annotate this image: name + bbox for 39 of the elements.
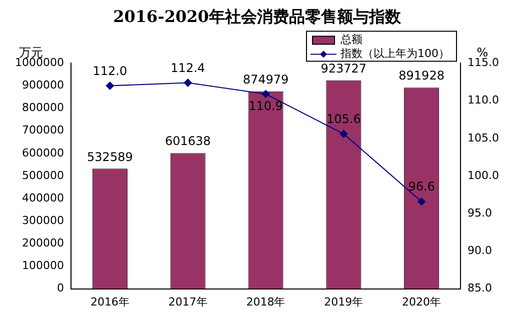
x-tick-label: 2020年: [402, 295, 442, 308]
y2-tick-label: 85.0: [468, 282, 492, 295]
point: [184, 78, 192, 87]
y-tick-label: 0: [56, 282, 64, 295]
y-tick-label: 200000: [22, 236, 64, 250]
x-tick-label: 2017年: [168, 295, 208, 308]
x-tick-label: 2018年: [246, 295, 286, 308]
data-label: 923727: [320, 62, 367, 76]
x-tick-label: 2019年: [324, 295, 364, 308]
y2-tick-label: 95.0: [468, 206, 492, 220]
data-label: 110.9: [248, 99, 283, 114]
legend-label: 总额: [340, 33, 363, 46]
data-label: 601638: [164, 134, 211, 148]
point: [106, 82, 114, 90]
y2-tick-label: 100.0: [468, 168, 500, 182]
y-tick-label: 400000: [22, 191, 64, 204]
y-tick-label: 700000: [22, 124, 64, 137]
legend-label: 指数（以上年为100）: [340, 47, 450, 60]
data-label: 105.6: [326, 112, 361, 126]
point: [418, 198, 426, 206]
y2-tick-label: 105.0: [468, 131, 500, 144]
y-tick-label: 100000: [22, 259, 64, 272]
data-label: 112.0: [92, 64, 128, 78]
y-tick-label: 900000: [22, 78, 64, 92]
point: [340, 130, 348, 138]
y2-tick-label: 90.0: [468, 244, 492, 258]
y-tick-label: 500000: [22, 168, 64, 182]
data-label: 891928: [398, 68, 444, 83]
y-tick-label: 800000: [22, 101, 64, 114]
data-label: 96.6: [408, 180, 435, 194]
point: [262, 90, 270, 98]
y2-tick-label: 110.0: [468, 94, 500, 107]
y-tick-label: 600000: [22, 146, 64, 160]
x-tick-label: 2016年: [90, 295, 130, 308]
data-label: 532589: [87, 150, 133, 164]
y-tick-label: 300000: [22, 214, 64, 227]
data-label: 874979: [242, 72, 289, 87]
chart-title: 2016-2020年社会消费品零售额与指数: [113, 6, 402, 26]
data-label: 112.4: [170, 60, 206, 75]
